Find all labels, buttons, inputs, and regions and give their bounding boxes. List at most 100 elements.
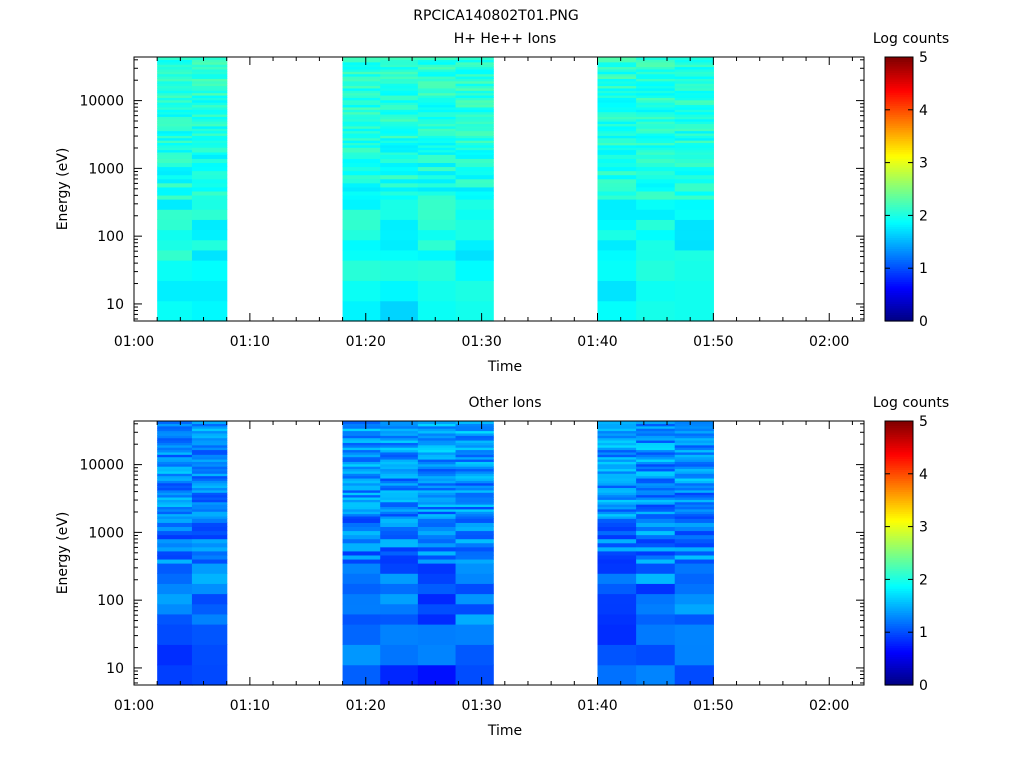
spectrogram-cell [342, 487, 381, 491]
spectrogram-cell [342, 432, 381, 436]
spectrogram-cell [417, 123, 457, 127]
spectrogram-cell [380, 78, 419, 82]
spectrogram-cell [157, 158, 193, 164]
colorbar-segment [885, 307, 913, 311]
spectrogram-cell [455, 125, 494, 129]
spectrogram-cell [157, 170, 193, 176]
spectrogram-cell [674, 154, 714, 159]
spectrogram-cell [380, 513, 419, 517]
colorbar-segment [885, 500, 913, 503]
spectrogram-cell [455, 300, 494, 322]
spectrogram-cell [636, 494, 676, 498]
spectrogram-cell [157, 593, 193, 605]
spectrogram-cell [191, 178, 228, 184]
spectrogram-cell [342, 142, 381, 146]
spectrogram-cell [380, 546, 419, 552]
spectrogram-cell [342, 456, 381, 460]
colorbar-segment [885, 140, 913, 144]
spectrogram-cell [674, 68, 714, 72]
colorbar-segment [885, 96, 913, 100]
spectrogram-cell [342, 97, 381, 101]
spectrogram-cell [597, 506, 637, 510]
spectrogram-cell [191, 59, 228, 63]
spectrogram-cell [597, 603, 637, 615]
spectrogram-cell [191, 111, 228, 115]
spectrogram-cell [455, 151, 494, 155]
spectrogram-cell [342, 511, 381, 515]
colorbar-segment [885, 305, 913, 309]
spectrogram-cell [380, 538, 419, 544]
spectrogram-cell [674, 125, 714, 129]
spectrogram-cell [455, 430, 494, 434]
spectrogram-cell [455, 209, 494, 220]
spectrogram-cell [597, 118, 637, 122]
spectrogram-cell [674, 178, 714, 184]
spectrogram-cell [455, 473, 494, 477]
spectrogram-cell [380, 563, 419, 574]
spectrogram-cell [417, 534, 457, 540]
spectrogram-cell [636, 624, 676, 645]
colorbar-segment [885, 219, 913, 223]
spectrogram-cell [417, 147, 457, 151]
spectrogram-cell [674, 239, 714, 251]
spectrogram-cell [191, 260, 228, 281]
spectrogram-cell [455, 147, 494, 151]
spectrogram-cell [597, 99, 637, 103]
colorbar-segment [885, 237, 913, 241]
spectrogram-cell [636, 166, 676, 172]
spectrogram-cell [674, 162, 714, 168]
spectrogram-cell [597, 573, 637, 584]
spectrogram-cell [636, 78, 676, 82]
spectrogram-cell [455, 451, 494, 455]
colorbar-segment [885, 90, 913, 93]
spectrogram-cell [674, 59, 714, 63]
spectrogram-cell [157, 194, 193, 200]
spectrogram-cell [597, 166, 637, 172]
spectrogram-cell [636, 140, 676, 144]
spectrogram-cell [597, 487, 637, 491]
spectrogram-cell [417, 194, 457, 200]
spectrogram-cell [342, 174, 381, 180]
spectrogram-cell [636, 550, 676, 556]
spectrogram-cell [455, 229, 494, 241]
spectrogram-cell [674, 435, 714, 439]
spectrogram-cell [342, 123, 381, 127]
spectrogram-cell [597, 473, 637, 477]
colorbar-segment [885, 564, 913, 567]
spectrogram-cell [191, 102, 228, 106]
spectrogram-cell [380, 447, 419, 451]
spectrogram-cell [157, 199, 193, 210]
colorbar-segment [885, 586, 913, 589]
spectrogram-cell [342, 137, 381, 141]
spectrogram-cell [674, 123, 714, 127]
spectrogram-cell [636, 92, 676, 96]
colorbar-segment [885, 255, 913, 258]
spectrogram-cell [157, 249, 193, 261]
spectrogram-cell [342, 111, 381, 115]
spectrogram-cell [417, 473, 457, 477]
spectrogram-cell [342, 515, 381, 519]
colorbar-segment [885, 454, 913, 457]
spectrogram-cell [674, 121, 714, 125]
spectrogram-cell [636, 190, 676, 196]
spectrogram-cell [636, 475, 676, 479]
spectrogram-cell [191, 174, 228, 180]
spectrogram-cell [191, 83, 228, 87]
spectrogram-cell [417, 87, 457, 91]
spectrogram-cell [417, 624, 457, 645]
spectrogram-cell [342, 466, 381, 470]
spectrogram-cell [191, 75, 228, 79]
spectrogram-cell [674, 468, 714, 472]
spectrogram-cell [157, 99, 193, 103]
spectrogram-cell [342, 501, 381, 505]
colorbar-segment [885, 288, 913, 291]
spectrogram-cell [157, 644, 193, 666]
spectrogram-cell [674, 477, 714, 481]
spectrogram-cell [380, 94, 419, 98]
colorbar-segment [885, 173, 913, 177]
colorbar-segment [885, 473, 913, 477]
x-tick-label: 01:30 [461, 334, 501, 350]
spectrogram-cell [191, 170, 228, 176]
spectrogram-cell [157, 57, 193, 60]
spectrogram-cell [417, 447, 457, 451]
